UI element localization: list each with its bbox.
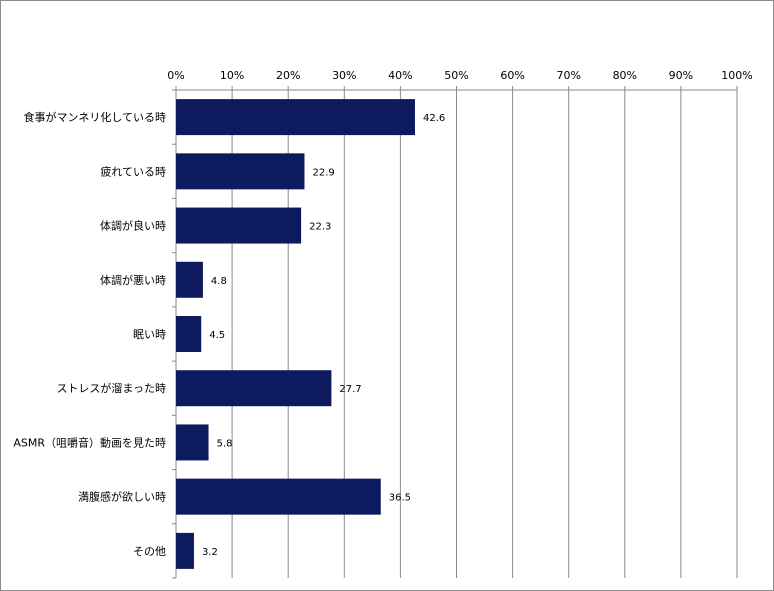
data-label: 4.5 xyxy=(209,330,225,341)
data-label: 3.2 xyxy=(202,547,218,558)
data-label: 36.5 xyxy=(389,493,411,504)
x-tick-label: 30% xyxy=(332,69,356,82)
bar xyxy=(176,99,415,136)
x-tick-label: 0% xyxy=(167,69,184,82)
category-label: 満腹感が欲しい時 xyxy=(78,490,166,504)
x-tick-label: 50% xyxy=(444,69,468,82)
data-label: 22.9 xyxy=(312,167,334,178)
data-label: 27.7 xyxy=(339,384,361,395)
category-label: 体調が良い時 xyxy=(100,219,166,233)
x-tick-label: 60% xyxy=(500,69,524,82)
data-label: 4.8 xyxy=(211,276,227,287)
x-tick-label: 70% xyxy=(556,69,580,82)
x-tick-label: 10% xyxy=(220,69,244,82)
data-label: 5.8 xyxy=(217,438,233,449)
x-tick-label: 90% xyxy=(669,69,693,82)
bar xyxy=(176,316,202,352)
x-tick-label: 20% xyxy=(276,69,300,82)
category-label: 食事がマンネリ化している時 xyxy=(24,110,166,124)
category-label: 体調が悪い時 xyxy=(100,273,166,287)
x-tick-label: 80% xyxy=(613,69,637,82)
data-label: 22.3 xyxy=(309,222,331,233)
bar xyxy=(176,153,305,190)
bar xyxy=(176,478,381,515)
bar xyxy=(176,424,209,461)
category-label: ストレスが溜まった時 xyxy=(56,381,166,395)
category-label: 疲れている時 xyxy=(100,164,166,178)
data-label: 42.6 xyxy=(423,113,445,124)
category-label: 眠い時 xyxy=(133,328,166,341)
bar xyxy=(176,532,194,569)
x-tick-label: 100% xyxy=(721,69,752,82)
bar xyxy=(176,370,332,407)
bar xyxy=(176,261,203,298)
category-label: ASMR（咀嚼音）動画を見た時 xyxy=(13,435,166,449)
bar xyxy=(176,207,302,244)
x-tick-label: 40% xyxy=(388,69,412,82)
category-label: その他 xyxy=(133,545,166,558)
